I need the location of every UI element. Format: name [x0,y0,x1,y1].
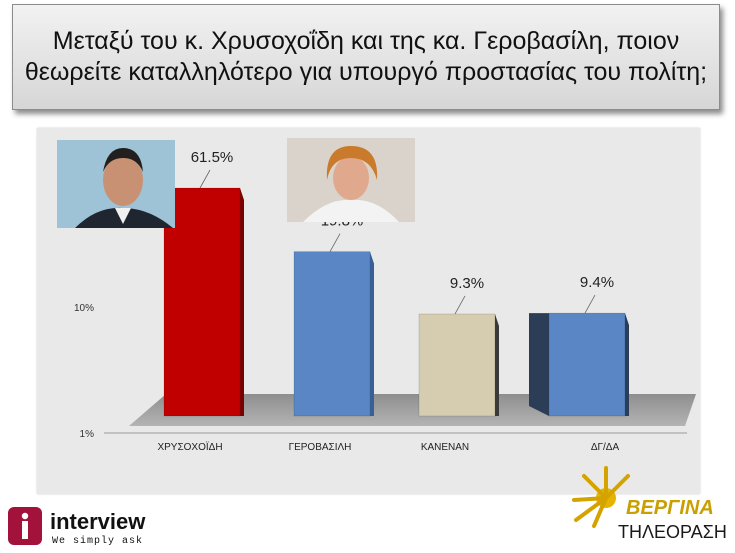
value-label: 61.5% [191,149,234,166]
category-label: ΧΡΥΣΟΧΟΪΔΗ [157,441,222,453]
interview-logo-graphic: interview We simply ask [8,507,146,547]
value-leader-line [199,169,211,189]
value-leader-line [584,294,596,314]
vergina-subtitle: ΤΗΛΕΟΡΑΣΗ [618,522,726,542]
chart-title: Μεταξύ του κ. Χρυσοχοΐδη και της κα. Γερ… [24,27,708,86]
interview-name: interview [50,509,146,534]
bar-side [529,313,549,416]
value-leader-line [454,295,466,315]
chart-panel: 10% 1% 61.5%ΧΡΥΣΟΧΟΪΔΗ19.8%ΓΕΡΟΒΑΣΙΛΗ9.3… [37,128,700,494]
category-label: ΓΕΡΟΒΑΣΙΛΗ [289,442,352,453]
y-tick-label: 10% [74,303,94,314]
bar [548,312,626,417]
vergina-sun-icon [572,466,630,528]
bar [418,313,496,417]
value-label: 9.3% [450,275,484,292]
interview-tagline: We simply ask [52,535,143,547]
value-leader-line [329,233,341,252]
bar [293,251,371,417]
photo-chrysochoidis [57,140,175,228]
photo-gerovasili [287,138,415,222]
bar-side [240,188,244,416]
bars-group: 61.5%ΧΡΥΣΟΧΟΪΔΗ19.8%ΓΕΡΟΒΑΣΙΛΗ9.3%ΚΑΝΕΝΑ… [157,149,629,453]
bar-side [370,251,374,416]
y-tick-label: 1% [80,429,95,440]
vergina-name: ΒΕΡΓΙΝΑ [626,497,714,519]
category-label: ΚΑΝΕΝΑΝ [421,442,469,453]
category-label: ΔΓ/ΔΑ [591,442,620,453]
bar-chart: 10% 1% 61.5%ΧΡΥΣΟΧΟΪΔΗ19.8%ΓΕΡΟΒΑΣΙΛΗ9.3… [57,138,696,453]
value-label: 9.4% [580,274,614,291]
bar-side [625,313,629,416]
interview-logo: interview We simply ask [6,505,176,547]
bar-side [495,313,499,416]
vergina-logo: ΒΕΡΓΙΝΑ ΤΗΛΕΟΡΑΣΗ [556,462,727,548]
vergina-logo-graphic: ΒΕΡΓΙΝΑ ΤΗΛΕΟΡΑΣΗ [572,466,727,542]
bar [163,187,241,417]
title-box: Μεταξύ του κ. Χρυσοχοΐδη και της κα. Γερ… [12,4,720,110]
